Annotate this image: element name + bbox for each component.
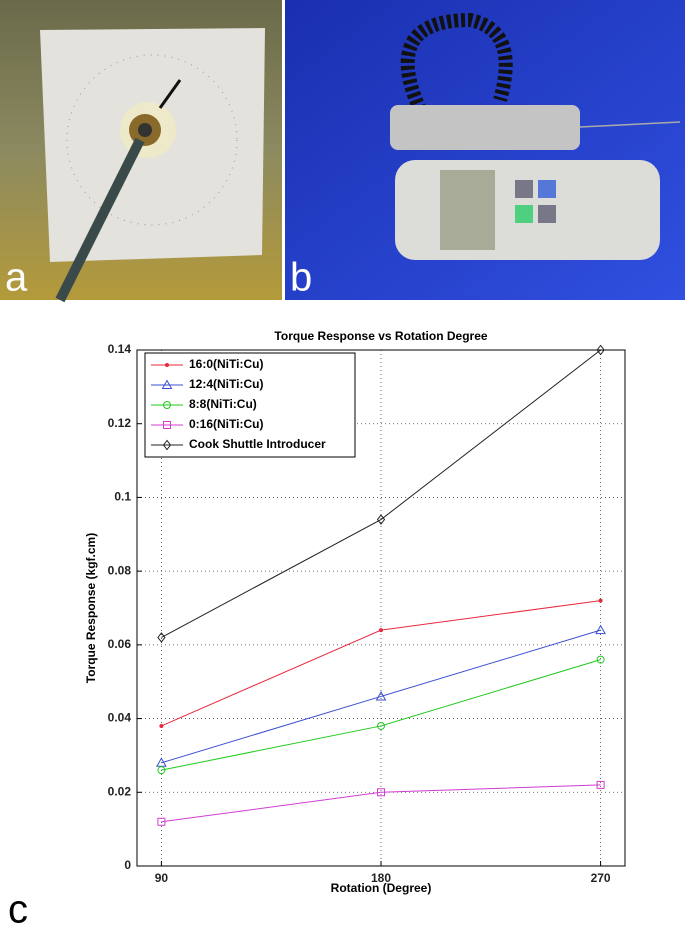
- legend-label: 8:8(NiTi:Cu): [189, 397, 257, 411]
- x-axis-label: Rotation (Degree): [331, 881, 432, 895]
- marker: [596, 780, 605, 789]
- y-tick-label: 0.1: [114, 490, 131, 504]
- y-tick-label: 0.06: [108, 637, 132, 651]
- y-axis-label: Torque Response (kgf.cm): [84, 533, 98, 683]
- photo-b: [285, 0, 685, 300]
- photo-a: [0, 0, 282, 303]
- y-tick-label: 0.14: [108, 342, 132, 356]
- x-tick-label: 180: [371, 871, 391, 885]
- marker: [375, 690, 387, 701]
- marker: [596, 344, 605, 356]
- marker: [162, 439, 172, 451]
- y-tick-label: 0.04: [108, 711, 132, 725]
- series-line: [161, 659, 601, 771]
- x-tick-label: 90: [155, 871, 169, 885]
- panel-label: b: [290, 256, 312, 300]
- panel-label: a: [5, 256, 28, 300]
- y-tick-label: 0.08: [108, 563, 132, 577]
- marker: [598, 598, 603, 603]
- legend-label: Cook Shuttle Introducer: [189, 437, 326, 451]
- marker: [377, 721, 385, 730]
- marker: [161, 379, 173, 389]
- series-line: [161, 629, 601, 764]
- marker: [165, 363, 169, 367]
- marker: [157, 817, 166, 826]
- chart-title: Torque Response vs Rotation Degree: [274, 329, 487, 343]
- legend-label: 0:16(NiTi:Cu): [189, 417, 263, 431]
- marker: [163, 401, 171, 409]
- marker: [377, 788, 385, 797]
- y-tick-label: 0.02: [108, 784, 132, 798]
- marker: [159, 723, 164, 728]
- y-tick-label: 0.12: [108, 416, 132, 430]
- marker: [157, 632, 166, 643]
- legend-label: 12:4(NiTi:Cu): [189, 377, 263, 391]
- x-tick-label: 270: [591, 871, 611, 885]
- series-line: [161, 349, 601, 638]
- series-line: [161, 784, 601, 823]
- marker: [157, 766, 166, 775]
- marker: [379, 628, 383, 633]
- legend-label: 16:0(NiTi:Cu): [189, 357, 263, 371]
- marker: [163, 421, 171, 429]
- y-tick-label: 0: [124, 858, 131, 872]
- marker: [376, 514, 386, 525]
- marker: [595, 624, 606, 635]
- panel-label: c: [8, 888, 28, 932]
- plot-frame: [136, 349, 626, 867]
- marker: [596, 655, 605, 664]
